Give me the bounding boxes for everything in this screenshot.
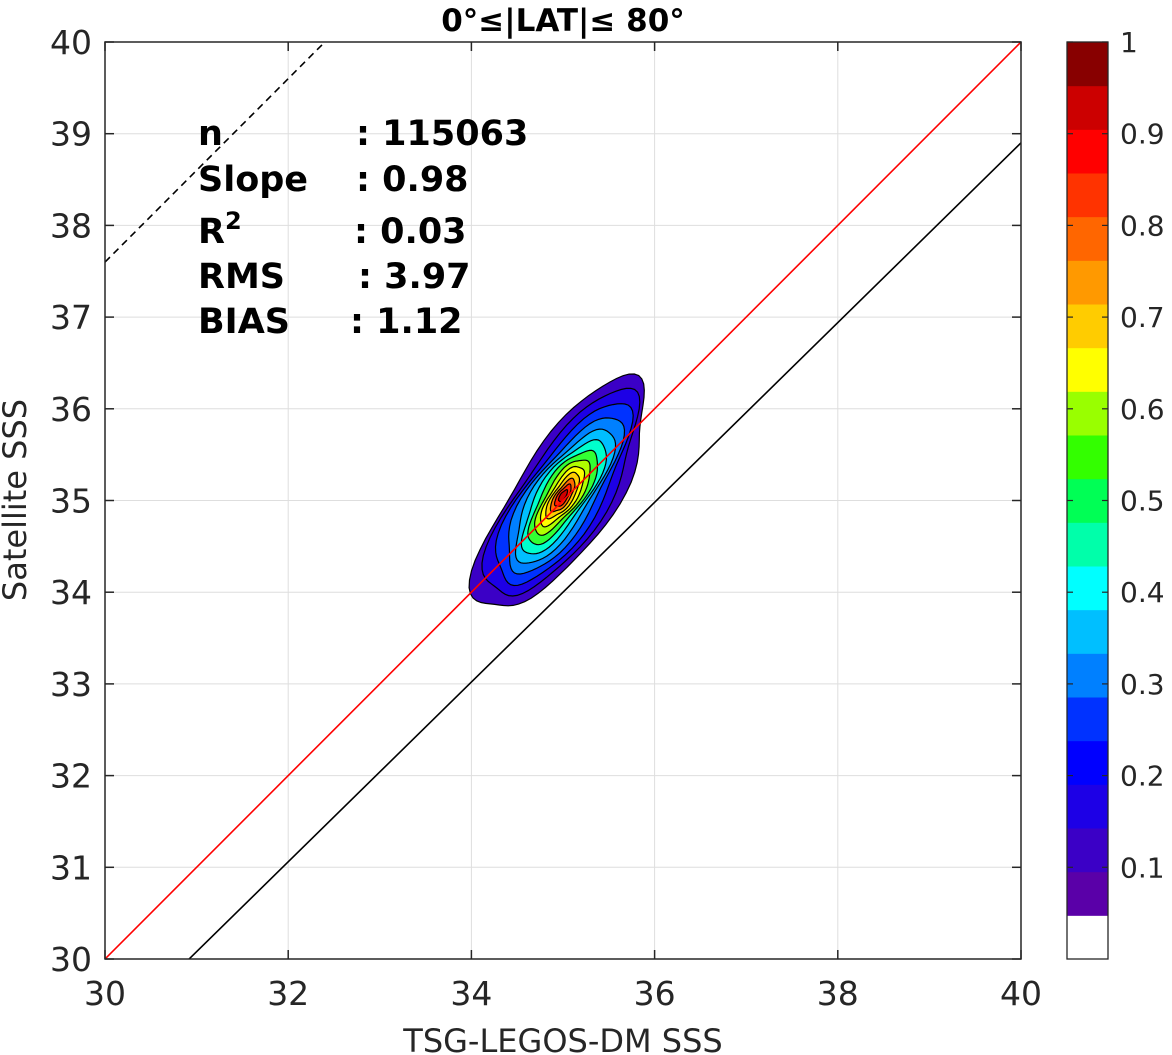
colorbar-segment: [1067, 522, 1108, 567]
identity-line: [105, 42, 1021, 959]
colorbar-segment: [1067, 435, 1108, 480]
x-tick-label: 30: [84, 974, 126, 1013]
stat-label-n: n: [198, 114, 223, 154]
y-tick-label: 33: [50, 665, 92, 704]
x-axis-label: TSG-LEGOS-DM SSS: [402, 1022, 722, 1055]
plot-area: 30 32 34 36 38 40 30 31 32 33 34 35 36 37 38 39 40 n : 115…: [50, 23, 1042, 1013]
colorbar-segment: [1067, 697, 1108, 742]
y-axis-label: Satellite SSS: [0, 399, 34, 601]
y-tick-label: 34: [50, 573, 92, 612]
x-tick-label: 40: [1000, 974, 1042, 1013]
colorbar-segment: [1067, 915, 1108, 960]
colorbar-segment: [1067, 478, 1108, 523]
colorbar-segment: [1067, 347, 1108, 392]
colorbar-segment: [1067, 653, 1108, 698]
colorbar-tick-label: 0.6: [1120, 393, 1165, 426]
contour-group: [468, 373, 645, 607]
stat-label-slope: Slope: [198, 160, 308, 200]
colorbar-segment: [1067, 566, 1108, 611]
y-tick-label: 39: [50, 115, 92, 154]
y-tick-label: 35: [50, 482, 92, 521]
y-tick-label: 31: [50, 848, 92, 887]
colorbar-tick-label: 0.7: [1120, 301, 1165, 334]
colorbar-segment: [1067, 129, 1108, 174]
y-tick-label: 40: [50, 23, 92, 62]
reference-lines: [105, 42, 1021, 959]
colorbar-segment: [1067, 871, 1108, 916]
colorbar-tick-label: 0.9: [1120, 118, 1165, 151]
colorbar-tick-label: 0.4: [1120, 576, 1165, 609]
stat-value-bias: : 1.12: [350, 302, 463, 342]
colorbar-tick-label: 0.3: [1120, 668, 1165, 701]
colorbar-segment: [1067, 173, 1108, 218]
stat-value-rms: : 3.97: [358, 257, 471, 297]
y-tick-label: 37: [50, 298, 92, 337]
colorbar-segment: [1067, 42, 1108, 87]
colorbar-segment: [1067, 260, 1108, 305]
stat-value-r2: : 0.03: [354, 212, 467, 252]
colorbar-segment: [1067, 784, 1108, 829]
stat-value-n: : 115063: [356, 114, 528, 154]
y-tick-label: 30: [50, 940, 92, 979]
x-tick-label: 34: [450, 974, 492, 1013]
stat-value-slope: : 0.98: [356, 160, 469, 200]
colorbar: 0.1 0.2 0.3 0.4 0.5 0.6 0.7 0.8 0.9 1: [1066, 26, 1165, 960]
colorbar-tick-label: 0.1: [1120, 851, 1165, 884]
stat-label-r2: R2: [198, 207, 242, 252]
colorbar-segment: [1067, 216, 1108, 261]
contour-level-0.9: [557, 489, 569, 503]
colorbar-segment: [1067, 828, 1108, 873]
y-tick-label: 32: [50, 757, 92, 796]
x-tick-label: 36: [634, 974, 676, 1013]
regression-line: [187, 142, 1021, 959]
colorbar-segment: [1067, 85, 1108, 130]
colorbar-segment: [1067, 304, 1108, 349]
x-tick-label: 32: [267, 974, 309, 1013]
y-tick-label: 38: [50, 206, 92, 245]
colorbar-tick-label: 0.5: [1120, 485, 1165, 518]
colorbar-tick-label: 0.2: [1120, 760, 1165, 793]
colorbar-segment: [1067, 609, 1108, 654]
chart-title: 0°≤|LAT|≤ 80°: [441, 3, 685, 39]
stat-label-rms: RMS: [198, 257, 285, 297]
colorbar-tick-label: 0.8: [1120, 209, 1165, 242]
colorbar-tick-label: 1: [1120, 26, 1138, 59]
x-tick-label: 38: [817, 974, 859, 1013]
colorbar-segment: [1067, 391, 1108, 436]
y-tick-label: 36: [50, 390, 92, 429]
stat-superscript: 2: [225, 207, 242, 235]
stat-label-bias: BIAS: [198, 302, 290, 342]
colorbar-segment: [1067, 740, 1108, 785]
reference-line: [105, 42, 326, 263]
